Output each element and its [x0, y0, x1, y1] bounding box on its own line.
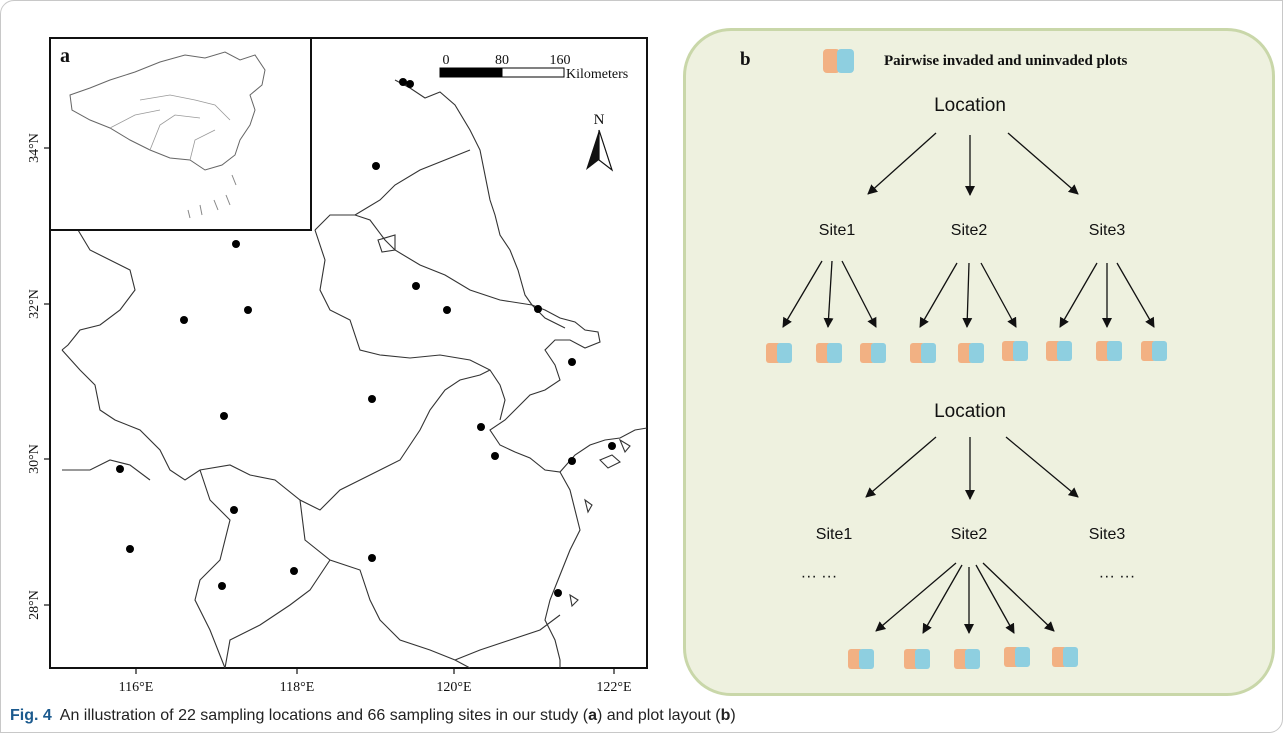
- plot-pair: [816, 343, 842, 363]
- plot-layout-diagram: b Pairwise invaded and uninvaded plots L…: [740, 49, 1167, 669]
- arrows-location-to-sites: [867, 132, 1079, 196]
- plot-pairs-row-2: [848, 647, 1078, 669]
- uninvaded-plot-swatch: [837, 49, 854, 73]
- lon-label: 122°E: [596, 680, 631, 695]
- sampling-point: [554, 589, 562, 597]
- sampling-point: [608, 442, 616, 450]
- panel-b-label: b: [740, 49, 751, 70]
- sampling-points: [116, 78, 616, 597]
- scale-tick: 0: [443, 53, 450, 68]
- sampling-point: [220, 412, 228, 420]
- sampling-point: [230, 506, 238, 514]
- sampling-point: [218, 582, 226, 590]
- plot-pair: [766, 343, 792, 363]
- site-label: Site3: [1089, 526, 1126, 543]
- sampling-point: [368, 554, 376, 562]
- caption-text: An illustration of 22 sampling locations…: [59, 707, 589, 724]
- plot-pair: [910, 343, 936, 363]
- scale-tick: 160: [550, 53, 571, 68]
- lon-label: 120°E: [436, 680, 471, 695]
- plot-pair: [848, 649, 874, 669]
- sampling-point: [116, 465, 124, 473]
- sampling-point: [443, 306, 451, 314]
- sampling-point: [290, 567, 298, 575]
- site-label: Site2: [951, 526, 988, 543]
- arrows-sites-to-plots: [782, 260, 1155, 328]
- sampling-point: [232, 240, 240, 248]
- panel-b-layout: b Pairwise invaded and uninvaded plots L…: [683, 28, 1275, 696]
- plot-pair: [1052, 647, 1078, 667]
- lon-label: 118°E: [280, 680, 315, 695]
- plot-pair: [860, 343, 886, 363]
- site-label: Site3: [1089, 222, 1126, 239]
- caption-bold-b: b: [720, 707, 731, 724]
- lon-label: 116°E: [119, 680, 154, 695]
- sampling-point: [406, 80, 414, 88]
- location-label: Location: [934, 401, 1006, 422]
- invaded-plot-swatch: [823, 49, 840, 73]
- sampling-point: [368, 395, 376, 403]
- legend: Pairwise invaded and uninvaded plots: [823, 49, 1128, 73]
- lat-label: 28°N: [27, 590, 42, 620]
- arrows-location-to-sites: [865, 436, 1079, 500]
- plot-pair: [1002, 341, 1028, 361]
- caption-bold-a: a: [588, 707, 597, 724]
- lat-label: 34°N: [27, 133, 42, 163]
- plot-pair: [954, 649, 980, 669]
- scale-unit: Kilometers: [566, 67, 628, 82]
- plot-pair: [1046, 341, 1072, 361]
- site-label: Site2: [951, 222, 988, 239]
- panel-a-map: a 0 80 160 Kilometers N 34°N 32°N 30°N 2…: [27, 37, 648, 695]
- sampling-point: [180, 316, 188, 324]
- sampling-point: [244, 306, 252, 314]
- sampling-point: [568, 457, 576, 465]
- sampling-point: [477, 423, 485, 431]
- ellipsis: ··· ···: [801, 568, 837, 585]
- lat-ticks: [44, 147, 50, 606]
- scale-bar: 0 80 160 Kilometers: [439, 53, 628, 82]
- province-boundaries: [61, 79, 648, 669]
- sampling-point: [126, 545, 134, 553]
- plot-pair: [904, 649, 930, 669]
- inset-map: a: [49, 37, 312, 231]
- caption-label: Fig. 4: [10, 707, 52, 724]
- plot-pair: [1141, 341, 1167, 361]
- lon-ticks: [135, 668, 615, 674]
- location-label: Location: [934, 95, 1006, 116]
- arrows-site2-to-plots: [875, 562, 1055, 634]
- sampling-point: [372, 162, 380, 170]
- lat-label: 30°N: [27, 444, 42, 474]
- figure-caption: Fig. 4 An illustration of 22 sampling loc…: [10, 704, 1275, 728]
- plot-pair: [1096, 341, 1122, 361]
- sampling-point: [534, 305, 542, 313]
- site-label: Site1: [819, 222, 856, 239]
- legend-text: Pairwise invaded and uninvaded plots: [884, 53, 1128, 69]
- sampling-point: [568, 358, 576, 366]
- lat-labels: 34°N 32°N 30°N 28°N: [27, 133, 42, 620]
- plot-pair: [1004, 647, 1030, 667]
- caption-text: ): [730, 707, 736, 724]
- sampling-point: [399, 78, 407, 86]
- lat-label: 32°N: [27, 289, 42, 319]
- plot-pair: [958, 343, 984, 363]
- sampling-point: [412, 282, 420, 290]
- sampling-point: [491, 452, 499, 460]
- ellipsis: ··· ···: [1099, 568, 1135, 585]
- site-label: Site1: [816, 526, 853, 543]
- lon-labels: 116°E 118°E 120°E 122°E: [119, 680, 632, 695]
- caption-text: ) and plot layout (: [596, 707, 721, 724]
- north-arrow-icon: N: [586, 112, 614, 172]
- panel-a-label: a: [60, 45, 70, 67]
- plot-pairs-row-1: [766, 341, 1167, 363]
- scale-tick: 80: [495, 53, 509, 68]
- north-label: N: [594, 112, 605, 128]
